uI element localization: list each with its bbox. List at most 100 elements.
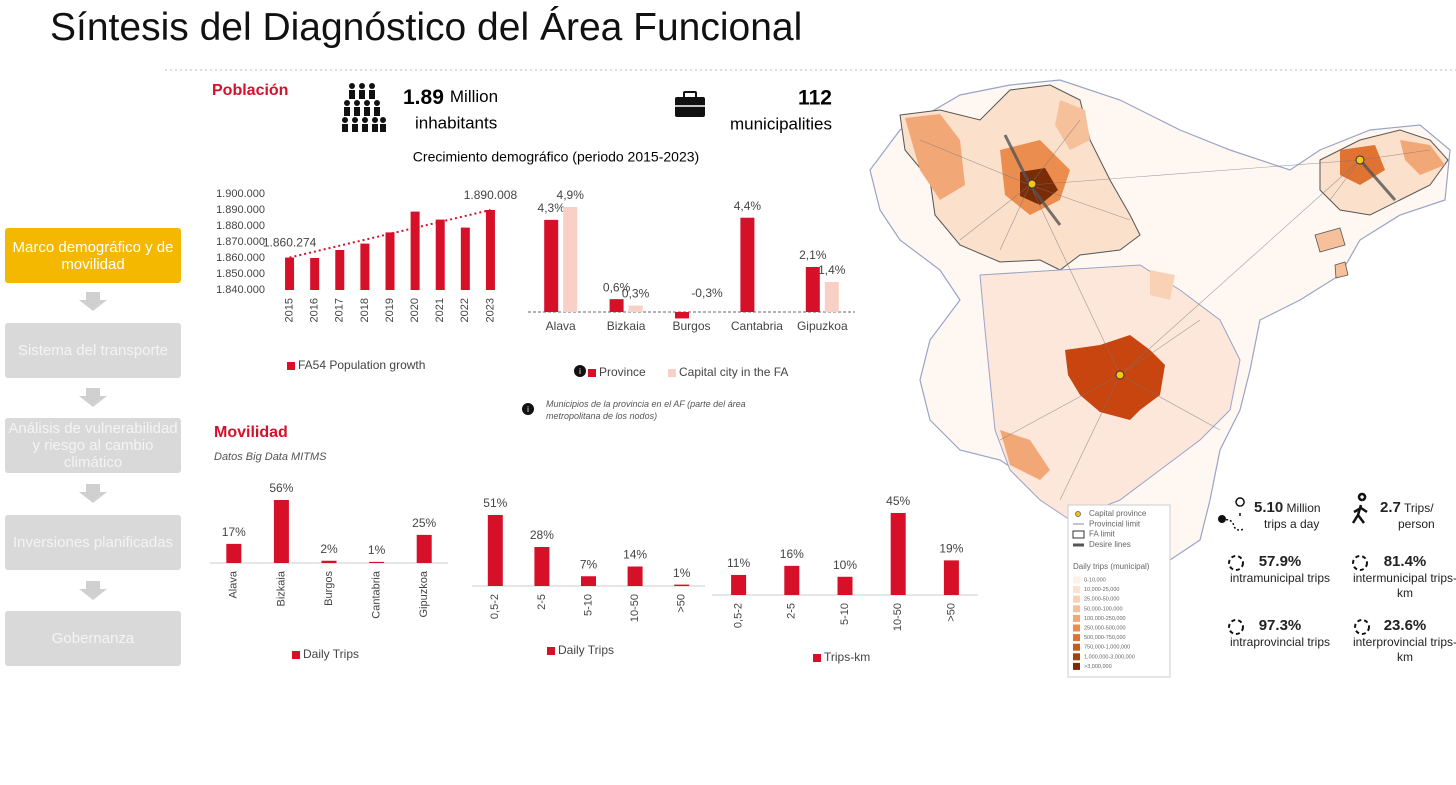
bar [321, 560, 337, 563]
x-tick-label: 10-50 [892, 603, 904, 631]
stat-unit: Million [1286, 501, 1321, 515]
legend-swatch [1073, 643, 1080, 651]
x-tick-label: 5-10 [582, 594, 594, 616]
y-tick-label: 1.880.000 [216, 220, 265, 232]
legend-swatch [1073, 576, 1080, 584]
stat: 2.7 Trips/person [1380, 500, 1435, 532]
x-tick-label: Burgos [323, 571, 335, 606]
bar [360, 243, 370, 290]
bar [784, 565, 800, 595]
x-tick-label: 0,5-2 [733, 603, 745, 628]
x-tick-label: 2017 [334, 298, 346, 322]
svg-text:i: i [527, 405, 529, 414]
bar [369, 561, 385, 563]
legend-swatch [1073, 586, 1080, 594]
legend-label: Provincial limit [1089, 519, 1141, 528]
legend-label: 250,000-500,000 [1084, 625, 1126, 631]
y-tick-label: 1.870.000 [216, 236, 265, 248]
chart-title: Crecimiento demográfico (periodo 2015-20… [413, 149, 699, 165]
bar [628, 305, 643, 312]
legend-label: 100,000-250,000 [1084, 616, 1126, 622]
x-tick-label: Burgos [672, 319, 710, 333]
bar [890, 513, 906, 595]
stat-label: intraprovincial trips [1229, 635, 1331, 649]
bar [435, 219, 445, 290]
kpi-unit: Million [450, 87, 498, 106]
bar [410, 211, 420, 290]
section-heading: Población [212, 82, 288, 99]
legend-label: 10,000-25,000 [1084, 587, 1119, 593]
data-label: 56% [269, 481, 293, 495]
data-label: 14% [623, 548, 647, 562]
page-title: Síntesis del Diagnóstico del Área Funcio… [50, 6, 803, 49]
bar [416, 534, 432, 563]
legend-swatch [1073, 624, 1080, 632]
nav-item[interactable]: Sistema del transporte [5, 323, 181, 378]
bar [485, 209, 495, 290]
x-tick-label: 2022 [459, 298, 471, 322]
data-label: 0,3% [622, 287, 650, 301]
legend-swatch [1073, 595, 1080, 603]
data-label: 4,9% [557, 188, 585, 202]
x-tick-label: 2018 [359, 298, 371, 322]
kpi: 1.89 Million [403, 86, 498, 109]
bar [824, 282, 839, 312]
x-tick-label: Cantabria [371, 570, 383, 619]
data-label: 25% [412, 516, 436, 530]
data-label: 17% [222, 525, 246, 539]
x-tick-label: 2019 [384, 298, 396, 322]
legend-swatch [813, 654, 821, 662]
legend-label: 500,000-750,000 [1084, 635, 1126, 641]
y-tick-label: 1.850.000 [216, 268, 265, 280]
stat: 5.10 Million trips a day [1254, 500, 1321, 532]
x-tick-label: Gipuzkoa [797, 319, 848, 333]
bar [534, 547, 550, 586]
legend-label: 750,000-1,000,000 [1084, 645, 1130, 651]
legend-swatch [1073, 662, 1080, 670]
map-legend [1067, 504, 1171, 678]
bar [487, 515, 503, 586]
bar [740, 217, 755, 312]
nav-item[interactable]: Análisis de vulnerabilidad y riesgo al c… [5, 418, 181, 473]
nav-item[interactable]: Marco demográfico y de movilidad [5, 228, 181, 283]
legend-label: FA54 Population growth [298, 358, 425, 372]
legend-swatch [547, 647, 555, 655]
bar [627, 566, 643, 586]
stat-value: 5.10 [1254, 499, 1284, 516]
legend-label: 25,000-50,000 [1084, 597, 1119, 603]
data-label: 1% [673, 566, 691, 580]
legend-label: Desire lines [1089, 540, 1131, 549]
data-label: 4,3% [538, 201, 566, 215]
nav-item[interactable]: Gobernanza [5, 611, 181, 666]
bar [273, 500, 289, 563]
data-label: 10% [833, 558, 857, 572]
data-label: 4,4% [734, 199, 762, 213]
legend-swatch [668, 369, 676, 377]
section-heading: Movilidad [214, 424, 288, 441]
source-note: Datos Big Data MITMS [214, 451, 327, 463]
stat: 57.9% intramunicipal trips [1225, 554, 1335, 586]
x-tick-label: Alava [546, 319, 576, 333]
stat-label: trips a day [1264, 517, 1320, 531]
stat-value: 57.9% [1258, 553, 1302, 570]
data-label: 45% [886, 494, 910, 508]
x-tick-label: 10-50 [629, 594, 641, 622]
stat-value: 23.6% [1383, 617, 1427, 634]
bar [674, 584, 690, 586]
kpi-value: 112 [798, 87, 832, 110]
bar [731, 574, 747, 595]
nav-item[interactable]: Inversiones planificadas [5, 515, 181, 570]
data-label: 2% [320, 542, 338, 556]
bar [837, 576, 853, 595]
y-tick-label: 1.860.000 [216, 252, 265, 264]
x-tick-label: Gipuzkoa [418, 570, 430, 617]
y-tick-label: 1.900.000 [216, 188, 265, 200]
bar [805, 267, 820, 312]
x-tick-label: 2-5 [536, 594, 548, 610]
bar [943, 560, 959, 595]
legend-label: Province [599, 365, 646, 379]
x-tick-label: 0,5-2 [489, 594, 501, 619]
x-tick-label: 2016 [309, 298, 321, 322]
